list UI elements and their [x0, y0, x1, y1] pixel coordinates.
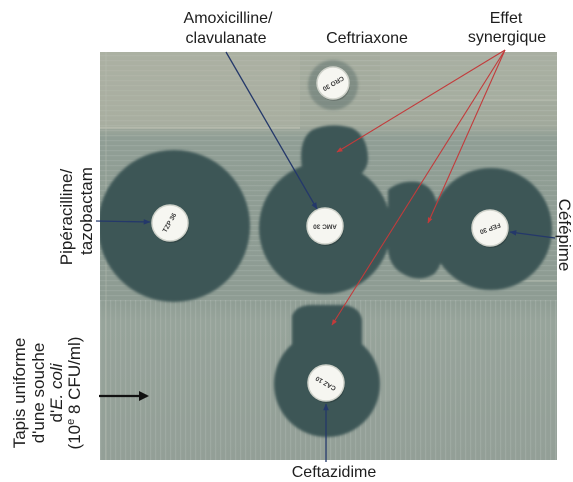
figure-labels: Amoxicilline/ clavulanate Ceftriaxone Ef…	[10, 10, 573, 481]
disk-body	[307, 364, 345, 402]
label-tapis-concentration-start: (10	[65, 425, 84, 450]
arrow-cefepime	[509, 230, 556, 239]
label-ceftriaxone: Ceftriaxone	[326, 30, 408, 47]
arrow-synergy-right	[427, 49, 506, 224]
disk-ceftazidime: CAZ 10	[307, 364, 345, 403]
arrow-amoxicilline-clavulanate	[225, 51, 318, 210]
label-tapis-concentration-sup: e	[65, 419, 77, 425]
synergy-zone-bottom	[292, 305, 362, 348]
synergy-zone-right	[387, 181, 442, 279]
disk-body	[316, 66, 350, 100]
label-piperacilline-line2: tazobactam	[77, 167, 96, 255]
disk-cefepime: FEP 30	[471, 209, 509, 248]
disk-amoxicilline-clavulanate: AMC 30	[306, 207, 344, 246]
label-ceftazidime: Ceftazidime	[292, 464, 377, 481]
disk-code: AMC 30	[313, 223, 337, 230]
label-effet-synergique-line2: synergique	[468, 29, 546, 46]
label-cefepime: Céfépime	[555, 199, 573, 272]
agar-light-area-top-right	[380, 52, 557, 100]
agar-plate-photo: CRO 30 TZP 36 AMC 30 FEP 30 CAZ 10	[100, 52, 557, 460]
pointer-arrows	[95, 49, 556, 462]
label-tapis-line2: d'une souche	[29, 343, 48, 444]
label-tapis-line4: (10e 8 CFU/ml)	[65, 337, 84, 450]
arrow-synergy-top	[336, 49, 506, 153]
arrow-piperacilline-tazobactam	[95, 219, 151, 225]
synergy-zone-top	[301, 125, 368, 178]
label-tapis-line1: Tapis uniforme	[10, 338, 29, 449]
disk-body	[306, 207, 344, 245]
disk-piperacilline-tazobactam: TZP 36	[151, 204, 189, 243]
label-tapis-species: E. coli	[47, 362, 66, 410]
disk-body	[151, 204, 189, 242]
label-amoxicilline-line2: clavulanate	[186, 30, 267, 47]
agar-light-area-top-left	[100, 52, 300, 128]
label-tapis-line3: d'E. coli	[47, 362, 66, 422]
label-tapis-concentration-end: 8 CFU/ml)	[65, 337, 84, 419]
disk-body	[471, 209, 509, 247]
label-effet-synergique-line1: Effet	[490, 10, 523, 27]
label-piperacilline-line1: Pipéracilline/	[57, 169, 76, 266]
label-tapis-prefix: d'	[47, 410, 66, 423]
disk-ceftriaxone: CRO 30	[316, 66, 350, 101]
label-amoxicilline-line1: Amoxicilline/	[184, 10, 273, 27]
arrow-synergy-bottom	[331, 49, 506, 326]
